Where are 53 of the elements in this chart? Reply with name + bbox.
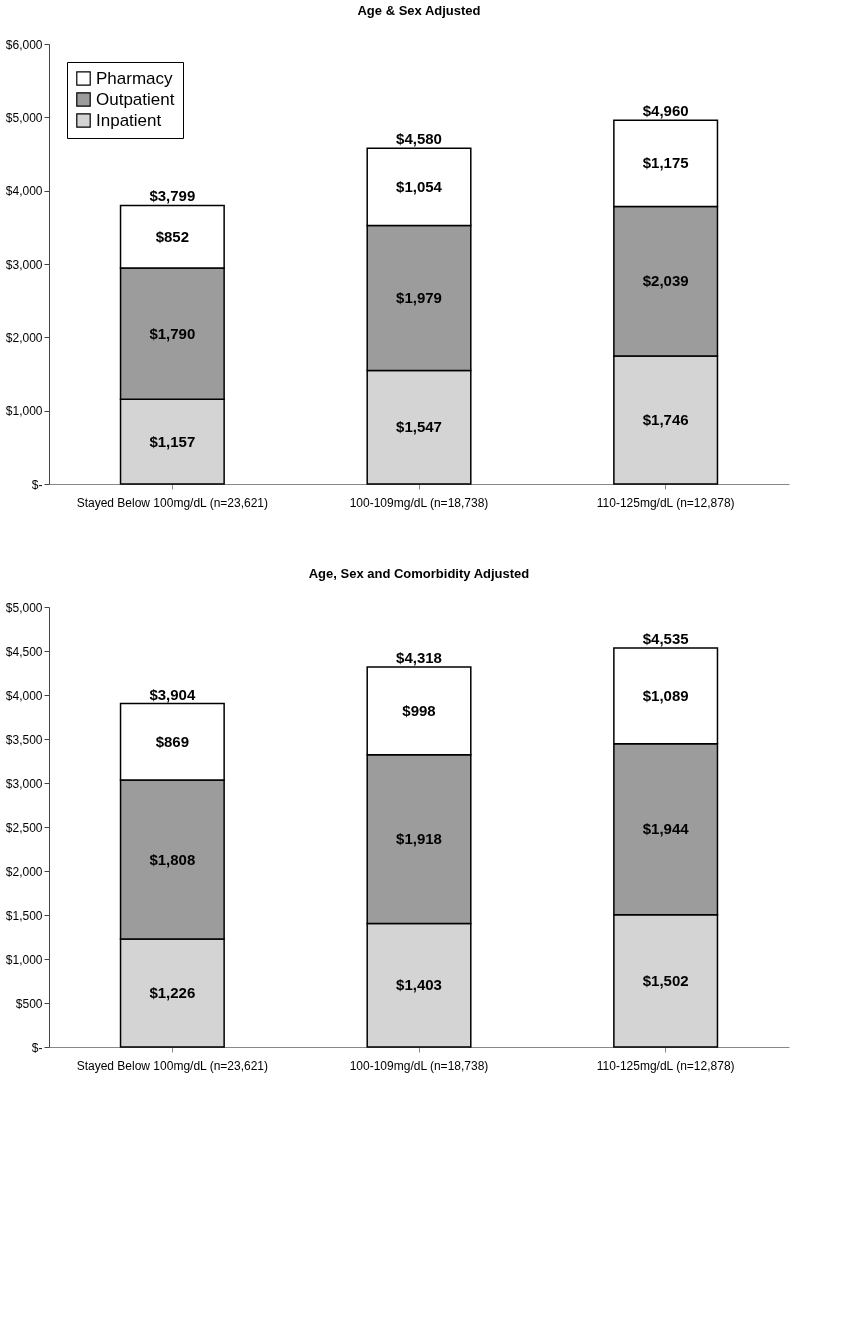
- y-tick-label: $4,500: [5, 644, 43, 659]
- y-tick-label: $2,500: [5, 820, 43, 835]
- y-tick-label: $1,000: [5, 404, 43, 419]
- x-tick-label: 100-109mg/dL (n=18,738): [349, 495, 489, 510]
- data-label: $1,547: [396, 418, 442, 436]
- y-tick-label: $-: [31, 1040, 43, 1055]
- data-label: $852: [155, 227, 190, 245]
- legend-label: Inpatient: [96, 110, 162, 130]
- data-label: $1,979: [396, 288, 442, 306]
- data-label: $1,746: [642, 410, 689, 428]
- x-tick-label: Stayed Below 100mg/dL (n=23,621): [76, 495, 269, 510]
- data-label: $869: [155, 732, 190, 750]
- y-tick-label: $3,000: [5, 776, 43, 791]
- y-tick-label: $-: [31, 477, 43, 492]
- total-label: $3,799: [149, 187, 196, 205]
- y-tick-label: $4,000: [5, 184, 43, 199]
- x-tick-label: Stayed Below 100mg/dL (n=23,621): [76, 1058, 269, 1073]
- total-label: $3,904: [149, 685, 196, 703]
- data-label: $1,790: [149, 324, 196, 342]
- y-tick-label: $2,000: [5, 330, 43, 345]
- data-label: $1,918: [396, 830, 442, 848]
- total-label: $4,535: [642, 629, 689, 647]
- legend-label: Outpatient: [96, 89, 175, 109]
- y-tick-label: $1,500: [5, 908, 43, 923]
- data-label: $1,226: [149, 984, 196, 1002]
- chart-title: Age & Sex Adjusted: [357, 3, 481, 18]
- total-label: $4,318: [396, 648, 442, 666]
- y-tick-label: $2,000: [5, 864, 43, 879]
- data-label: $998: [402, 701, 436, 719]
- x-tick-label: 100-109mg/dL (n=18,738): [349, 1058, 489, 1073]
- y-tick-label: $3,000: [5, 257, 43, 272]
- data-label: $1,403: [396, 976, 442, 994]
- data-label: $1,157: [149, 432, 196, 450]
- y-tick-label: $5,000: [5, 600, 43, 615]
- y-tick-label: $500: [15, 996, 43, 1011]
- x-tick-label: 110-125mg/dL (n=12,878): [596, 1058, 735, 1073]
- data-label: $1,808: [149, 850, 196, 868]
- data-label: $1,054: [396, 177, 443, 195]
- legend-label: Pharmacy: [96, 68, 174, 88]
- chart-title: Age, Sex and Comorbidity Adjusted: [308, 566, 530, 581]
- x-tick-label: 110-125mg/dL (n=12,878): [596, 495, 735, 510]
- y-tick-label: $5,000: [5, 110, 43, 125]
- total-label: $4,960: [642, 102, 689, 120]
- y-tick-label: $3,500: [5, 732, 43, 747]
- data-label: $1,502: [642, 971, 689, 989]
- y-tick-label: $1,000: [5, 952, 43, 967]
- y-tick-label: $4,000: [5, 688, 43, 703]
- data-label: $2,039: [642, 272, 689, 290]
- total-label: $4,580: [396, 130, 442, 148]
- y-tick-label: $6,000: [5, 37, 43, 52]
- data-label: $1,175: [642, 154, 689, 172]
- data-label: $1,944: [642, 820, 690, 838]
- data-label: $1,089: [642, 686, 689, 704]
